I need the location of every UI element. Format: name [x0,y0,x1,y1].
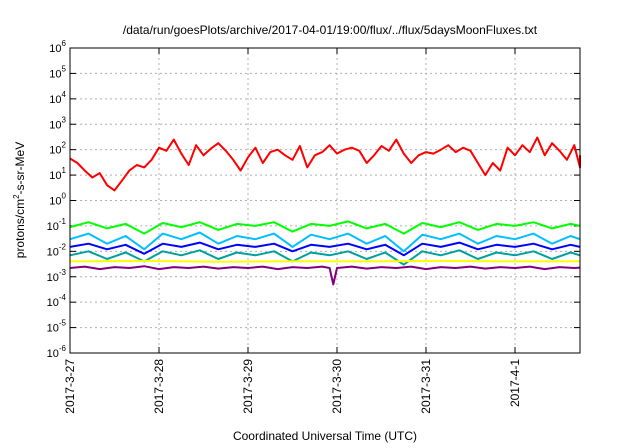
series-line-6 [69,265,581,286]
plot-frame [69,47,581,354]
y-tick-label: 101 [49,166,66,182]
y-tick-label: 10-5 [47,319,67,335]
series-line-3 [69,241,581,257]
y-tick-label: 106 [49,39,66,55]
x-axis-label: Coordinated Universal Time (UTC) [233,429,417,443]
y-tick-label: 100 [49,192,66,208]
x-tick-label: 2017-3-28 [152,359,166,414]
x-tick-label: 2017-4-1 [508,359,522,407]
series-line-1 [69,220,581,235]
y-tick-label: 102 [49,141,66,157]
chart-title: /data/run/goesPlots/archive/2017-04-01/1… [123,23,538,37]
y-tick-label: 10-6 [47,344,67,360]
y-tick-label: 10-2 [47,242,67,258]
y-tick-label: 10-3 [47,268,67,284]
y-tick-label: 104 [49,90,66,106]
x-tick-label: 2017-3-31 [419,359,433,414]
series-line-0 [69,136,581,192]
data-series [69,136,581,286]
series-line-4 [69,249,581,266]
series-line-2 [69,231,581,253]
y-axis-label: protons/cm2-s-sr-MeV [12,142,27,258]
y-tick-label: 103 [49,115,66,131]
grid-lines [70,48,580,353]
x-tick-label: 2017-3-27 [63,359,77,414]
x-tick-label: 2017-3-29 [241,359,255,414]
y-tick-label: 10-4 [47,293,67,309]
y-tick-label: 105 [49,64,66,80]
y-tick-label: 10-1 [47,217,67,233]
series-line-5 [69,259,581,263]
x-axis-ticks: 2017-3-27 2017-3-28 2017-3-29 2017-3-30 2017… [63,48,522,414]
x-tick-label: 2017-3-30 [330,359,344,414]
y-axis-ticks: 10-6 10-5 10-4 10-3 10-2 10-1 100 101 102 103 104 1… [47,39,580,360]
